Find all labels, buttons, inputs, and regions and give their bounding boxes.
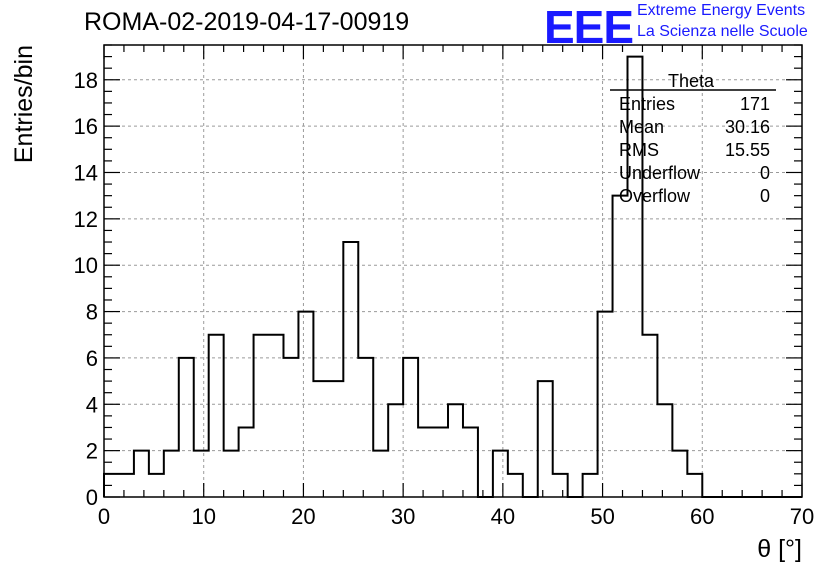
x-tick-label: 20	[291, 504, 315, 529]
stats-value-entries: 171	[739, 94, 770, 114]
y-tick-label: 14	[74, 160, 98, 185]
histogram-bin	[254, 335, 269, 497]
histogram-outline	[103, 55, 802, 498]
histogram-bin	[119, 474, 134, 497]
y-tick-label: 10	[74, 253, 98, 278]
stats-box-title: Theta	[668, 71, 715, 91]
histogram-bin	[343, 242, 358, 497]
y-tick-label: 16	[74, 114, 98, 139]
histogram-bin	[642, 335, 657, 497]
logo-line-1: Extreme Energy Events	[637, 2, 806, 19]
x-tick-label: 70	[790, 504, 814, 529]
y-tick-label: 0	[86, 485, 98, 510]
histogram-bin	[657, 404, 672, 497]
x-tick-label: 0	[98, 504, 110, 529]
histogram-series	[103, 55, 802, 498]
y-tick-label: 18	[74, 68, 98, 93]
stats-value-underflow: 0	[759, 163, 770, 183]
histogram-bin	[269, 335, 284, 497]
histogram-bin	[149, 474, 164, 497]
histogram-bin	[298, 312, 313, 497]
histogram-bin	[583, 474, 598, 497]
histogram-bin	[687, 474, 702, 497]
x-tick-label: 10	[191, 504, 215, 529]
histogram-bin	[164, 451, 179, 497]
x-tick-label: 50	[590, 504, 614, 529]
y-tick-label: 4	[86, 392, 98, 417]
histogram-bin	[553, 474, 568, 497]
histogram-bin	[463, 427, 478, 497]
histogram-bin	[418, 427, 433, 497]
histogram-bin	[538, 381, 553, 497]
histogram-bin	[508, 474, 523, 497]
histogram-bin	[283, 358, 298, 497]
histogram-bin	[613, 196, 628, 497]
plot-frame	[103, 44, 803, 498]
histogram-bin	[239, 427, 254, 497]
histogram-bin	[194, 451, 209, 497]
stats-label-entries: Entries	[619, 94, 676, 114]
histogram-bin	[448, 404, 463, 497]
histogram-bin	[388, 404, 403, 497]
histogram-bin	[134, 451, 149, 497]
x-tick-label: 60	[690, 504, 714, 529]
logo-line-2: La Scienza nelle Scuole	[637, 23, 808, 40]
histogram-bin	[598, 312, 613, 497]
axes	[103, 44, 803, 498]
x-tick-label: 30	[391, 504, 415, 529]
histogram-bin	[493, 451, 508, 497]
histogram-bin	[672, 451, 687, 497]
histogram-bin	[328, 381, 343, 497]
stats-label-mean: Mean	[619, 117, 665, 137]
histogram-bin	[179, 358, 194, 497]
histogram-bin	[403, 358, 418, 497]
eee-logo: EEE	[544, 1, 634, 53]
y-tick-label: 8	[86, 300, 98, 325]
y-tick-label: 12	[74, 207, 98, 232]
histogram-bin	[433, 427, 448, 497]
histogram-bin	[373, 451, 388, 497]
y-tick-label: 2	[86, 439, 98, 464]
histogram-bin	[209, 335, 224, 497]
stats-label-underflow: Underflow	[619, 163, 701, 183]
x-axis-title: θ [°]	[757, 535, 802, 563]
histogram-bin	[224, 451, 239, 497]
stats-label-rms: RMS	[619, 140, 659, 160]
x-tick-label: 40	[491, 504, 515, 529]
chart-title: ROMA-02-2019-04-17-00919	[84, 8, 410, 36]
histogram-bin	[358, 358, 373, 497]
y-tick-label: 6	[86, 346, 98, 371]
histogram-bin	[313, 381, 328, 497]
stats-value-mean: 30.16	[724, 117, 770, 137]
axis-labels: 0 10 20 30 40 50 60 70 0 2 4 6 8 10 12 14 16 18 θ [°] Entri…	[10, 45, 814, 563]
stats-value-rms: 15.55	[724, 140, 770, 160]
y-axis-title: Entries/bin	[10, 45, 38, 163]
stats-value-overflow: 0	[759, 186, 770, 206]
stats-label-overflow: Overflow	[619, 186, 691, 206]
